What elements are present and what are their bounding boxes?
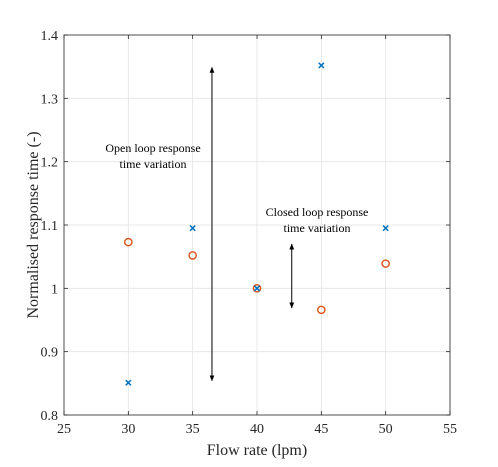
data-markers [124, 62, 390, 386]
y-tick-label: 0.8 [41, 409, 59, 424]
annotation-text: time variation [120, 157, 187, 171]
annotation-text: Open loop response [105, 141, 200, 155]
x-tick-label: 55 [443, 422, 457, 437]
y-tick-label: 1 [51, 282, 58, 297]
circle-marker [124, 237, 133, 247]
circle-marker [381, 259, 390, 268]
circle-marker [188, 251, 197, 260]
y-tick-label: 1.2 [41, 156, 59, 171]
annotations: Open loop response time variation Closed l… [105, 66, 369, 382]
y-axis-label: Normalised response time (-) [25, 131, 42, 318]
cross-marker [382, 225, 389, 232]
axis-ticks: 25 30 35 40 45 50 55 0.8 0.9 1 1.1 1.2 1.3 1.4 [41, 29, 458, 437]
y-tick-label: 0.9 [41, 346, 59, 361]
x-axis-label: Flow rate (lpm) [207, 442, 307, 459]
y-tick-label: 1.3 [41, 92, 59, 107]
circle-marker [252, 284, 262, 293]
annotation-text: time variation [284, 221, 351, 235]
x-tick-label: 35 [186, 422, 200, 437]
cross-marker [318, 62, 325, 69]
x-tick-label: 50 [379, 422, 393, 437]
cross-marker [253, 285, 261, 292]
grid [63, 34, 451, 416]
circle-marker [317, 305, 326, 315]
annotation-text: Closed loop response [266, 205, 369, 219]
y-tick-label: 1.4 [41, 29, 59, 44]
x-tick-label: 25 [57, 422, 71, 437]
cross-marker [125, 379, 132, 386]
x-tick-label: 45 [314, 422, 328, 437]
x-tick-label: 40 [250, 422, 264, 437]
cross-marker [189, 225, 196, 232]
y-tick-label: 1.1 [41, 219, 59, 234]
x-tick-label: 30 [121, 422, 135, 437]
